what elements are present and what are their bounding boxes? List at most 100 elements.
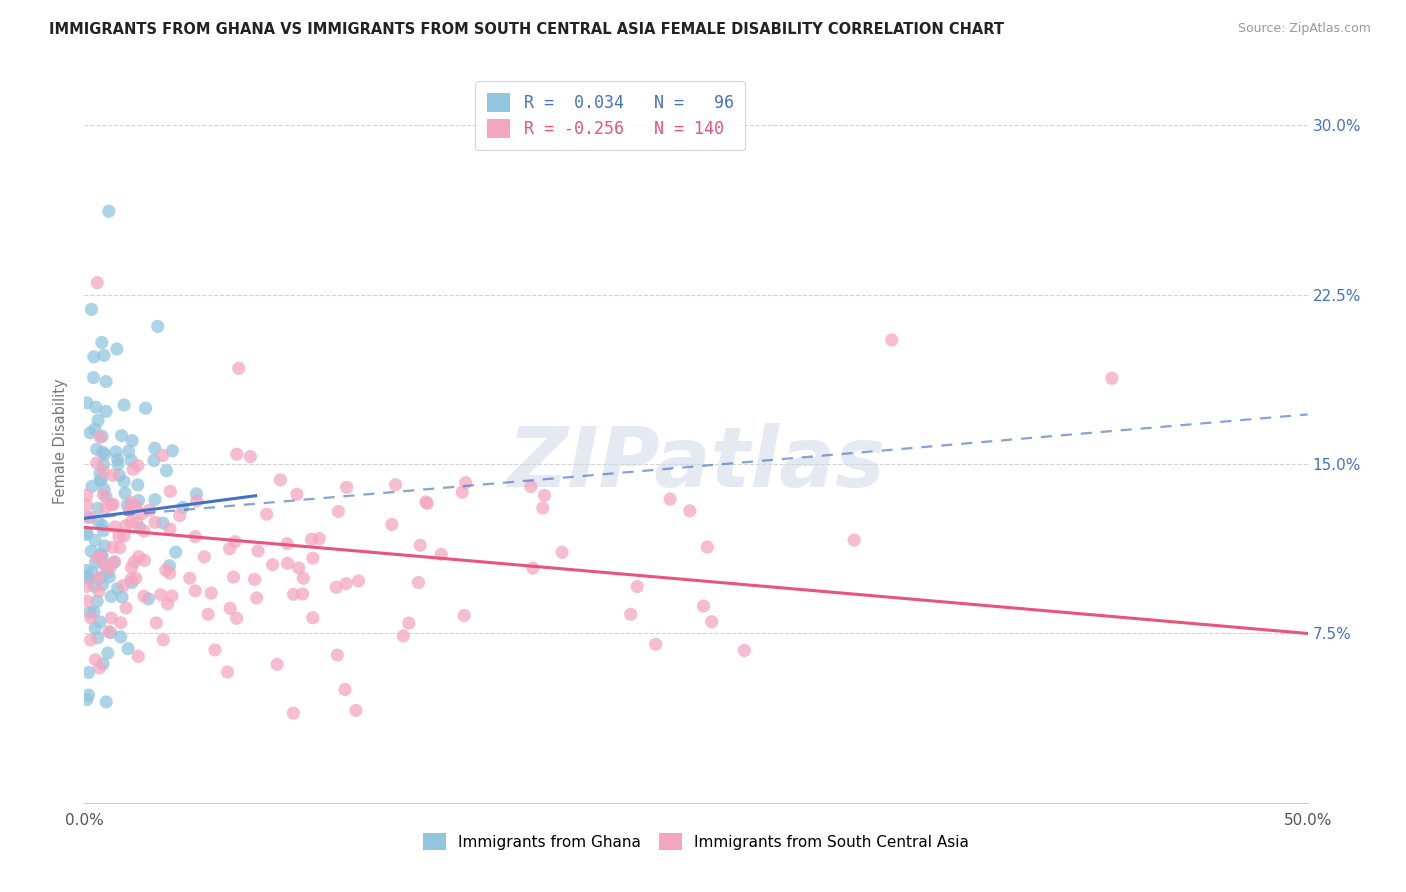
Point [142,453,165,467]
Point [77,688,100,702]
Point [531,501,554,516]
Point [100,497,122,511]
Point [89,661,111,675]
Point [112,579,135,593]
Point [283,587,305,601]
Point [228,361,250,376]
Point [301,533,323,547]
Point [114,518,136,533]
Point [112,398,135,412]
Point [287,561,309,575]
Point [77,665,100,680]
Point [83,422,105,436]
Point [107,458,129,472]
Point [219,601,242,615]
Point [90,335,112,350]
Point [204,643,226,657]
Point [733,643,755,657]
Point [132,524,155,538]
Point [94,404,117,418]
Point [197,607,219,622]
Point [97,624,120,639]
Point [328,504,350,518]
Point [84,556,107,570]
Point [94,501,117,516]
Point [98,570,121,584]
Point [110,615,132,630]
Point [347,574,370,588]
Point [105,582,128,596]
Point [121,560,143,574]
Point [87,501,110,516]
Point [87,631,110,645]
Point [76,579,98,593]
Point [79,510,101,524]
Point [225,447,247,461]
Point [89,467,111,481]
Point [152,632,174,647]
Point [520,479,543,493]
Point [87,413,110,427]
Point [336,480,359,494]
Point [89,615,111,629]
Point [262,558,284,572]
Point [90,473,112,487]
Point [626,580,648,594]
Point [247,544,270,558]
Point [104,445,127,459]
Point [430,547,453,561]
Point [107,452,129,467]
Point [128,549,150,564]
Point [217,665,239,679]
Point [101,541,124,555]
Point [76,498,98,512]
Point [82,565,104,579]
Point [100,590,122,604]
Point [335,576,357,591]
Point [283,706,305,720]
Point [93,447,115,461]
Point [91,445,114,459]
Point [256,507,278,521]
Point [145,615,167,630]
Point [121,575,143,590]
Point [551,545,574,559]
Point [131,507,153,521]
Point [172,500,194,515]
Point [384,477,406,491]
Point [91,657,114,671]
Point [79,425,101,440]
Text: IMMIGRANTS FROM GHANA VS IMMIGRANTS FROM SOUTH CENTRAL ASIA FEMALE DISABILITY CO: IMMIGRANTS FROM GHANA VS IMMIGRANTS FROM… [49,22,1004,37]
Point [76,525,98,540]
Point [218,541,240,556]
Point [184,583,207,598]
Point [266,657,288,672]
Point [77,572,100,586]
Point [84,653,107,667]
Point [100,611,122,625]
Point [225,611,247,625]
Point [415,495,437,509]
Point [97,646,120,660]
Point [86,442,108,457]
Point [134,553,156,567]
Point [186,487,208,501]
Point [880,333,903,347]
Point [83,350,105,364]
Point [91,524,114,538]
Point [381,517,404,532]
Point [83,370,105,384]
Point [94,559,117,574]
Point [101,498,124,512]
Point [193,549,215,564]
Point [100,625,122,640]
Point [93,465,115,479]
Point [83,605,105,619]
Point [90,547,112,561]
Point [186,494,208,508]
Point [101,468,124,483]
Point [122,498,145,512]
Legend: Immigrants from Ghana, Immigrants from South Central Asia: Immigrants from Ghana, Immigrants from S… [416,827,976,856]
Point [398,616,420,631]
Point [644,637,666,651]
